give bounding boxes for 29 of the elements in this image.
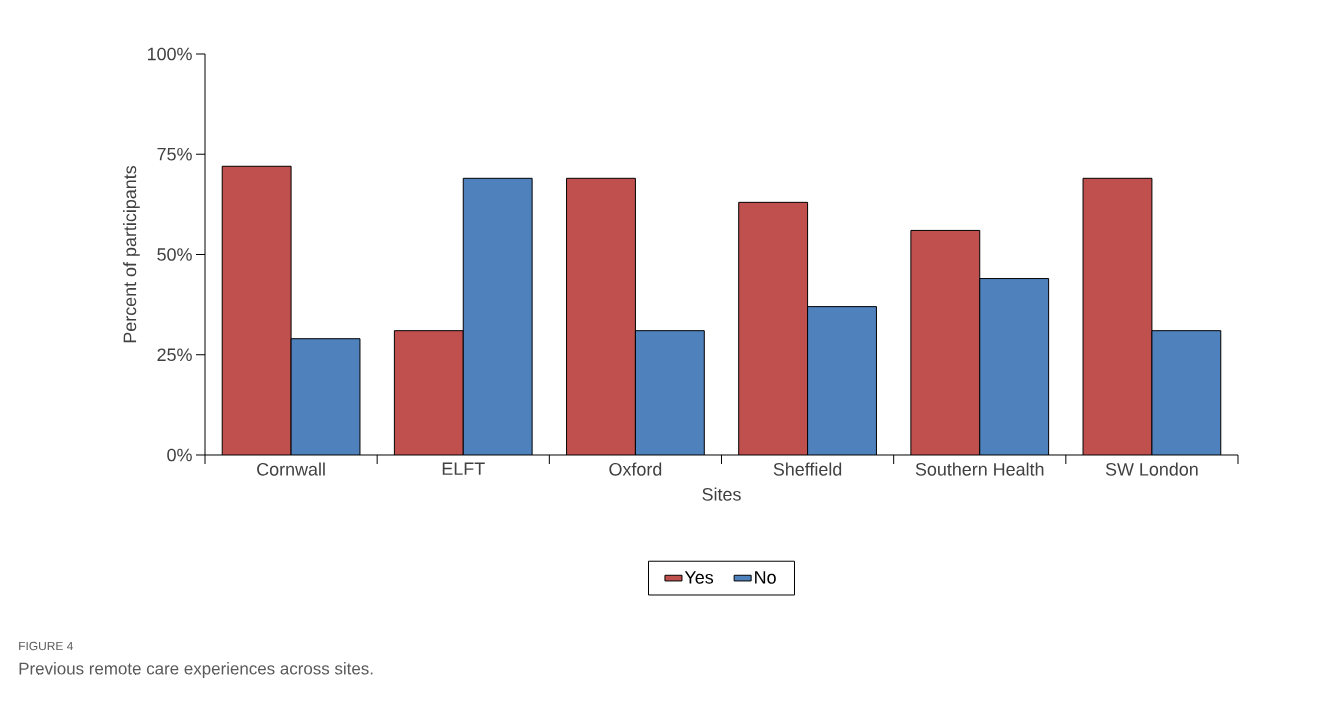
y-tick-label: 0% [167,448,192,462]
bar [291,338,360,455]
y-tick-label: 75% [157,147,192,161]
x-tick-label: Southern Health [915,462,1044,476]
legend-label: Yes [684,571,714,584]
x-tick-label: Oxford [609,462,662,476]
x-axis-title: Sites [702,487,741,501]
bar [1082,177,1153,455]
caption: FIGURE 4 [19,641,73,651]
x-tick-label: Sheffield [773,462,842,476]
text: Previous remote care experiences across sites. [19,662,373,678]
bar [635,330,705,455]
bar [394,330,464,455]
x-tick-label: Cornwall [257,462,325,476]
x-tick-label: ELFT [442,462,485,475]
x-tick-label: SW London [1105,462,1198,476]
y-tick-label: 50% [157,248,192,261]
y-tick-label: 25% [157,348,192,362]
bar [463,178,533,455]
bar [738,202,808,455]
y-axis-title: Percent of participants [123,165,140,343]
bar [566,178,636,455]
bar [807,306,877,455]
y-tick-label: 100% [147,47,192,61]
bar [910,230,980,455]
bar [1151,330,1222,455]
bar [222,166,292,455]
bar [979,278,1049,455]
legend-label: No [755,571,776,584]
